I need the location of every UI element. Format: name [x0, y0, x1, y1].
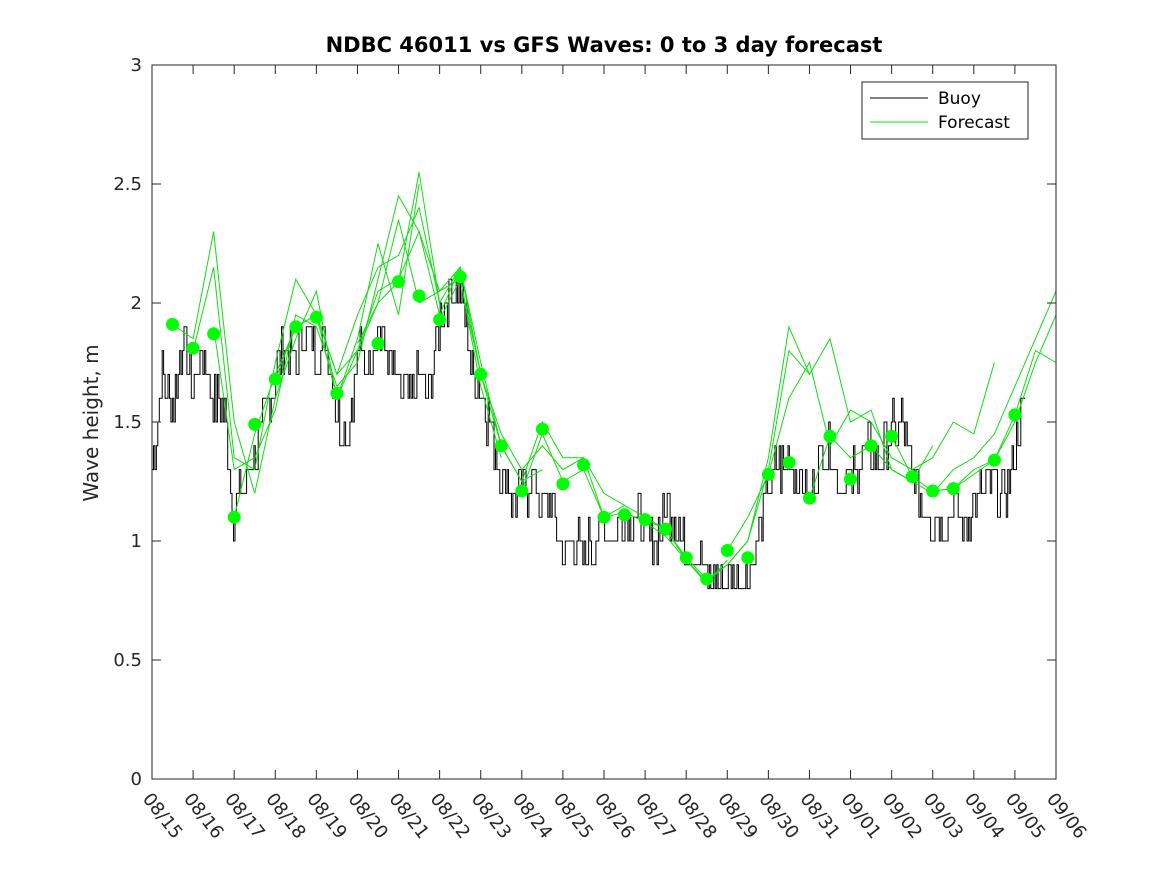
forecast-point: [823, 429, 837, 443]
chart-title: NDBC 46011 vs GFS Waves: 0 to 3 day fore…: [326, 33, 883, 57]
forecast-point: [618, 508, 631, 522]
forecast-point: [268, 372, 282, 386]
forecast-point: [453, 270, 467, 284]
forecast-point: [638, 513, 652, 527]
forecast-point: [330, 386, 344, 400]
plot-area: [152, 65, 1056, 779]
forecast-line-8: [521, 349, 810, 583]
forecast-point: [166, 317, 179, 331]
forecast-point: [987, 453, 1001, 467]
forecast-point: [494, 439, 508, 453]
y-axis: 0 0.5 1 1.5 2 2.5 3: [113, 55, 1056, 790]
forecast-point: [597, 510, 611, 524]
forecast-point: [412, 289, 426, 303]
buoy-series: [152, 278, 1026, 590]
forecast-line-12: [891, 314, 1057, 492]
forecast-point: [700, 572, 714, 586]
forecast-point: [248, 417, 262, 431]
forecast-line-5: [274, 230, 543, 483]
forecast-point: [864, 439, 878, 453]
forecast-point: [515, 484, 529, 498]
forecast-points: [166, 270, 1022, 586]
forecast-point: [679, 551, 693, 565]
legend-label-forecast: Forecast: [938, 113, 1010, 133]
forecast-point: [782, 456, 796, 469]
forecast-line-7: [439, 277, 728, 585]
forecast-point: [227, 510, 241, 524]
forecast-point: [474, 367, 488, 381]
forecast-point: [309, 310, 323, 324]
forecast-point: [761, 467, 775, 481]
y-tick-label: 0.5: [113, 650, 142, 671]
forecast-point: [844, 472, 857, 486]
forecast-point: [885, 429, 899, 443]
forecast-point: [659, 522, 673, 536]
forecast-point: [535, 422, 549, 436]
y-tick-label: 0: [131, 769, 142, 790]
forecast-point: [720, 544, 734, 557]
forecast-point: [741, 551, 755, 565]
forecast-point: [577, 458, 590, 472]
y-tick-label: 2: [131, 293, 142, 314]
forecast-point: [371, 337, 385, 350]
y-tick-label: 3: [131, 55, 142, 76]
y-axis-label: Wave height, m: [79, 344, 103, 501]
forecast-point: [946, 482, 960, 496]
forecast-point: [186, 341, 200, 355]
forecast-point: [392, 275, 405, 289]
buoy-line: [152, 278, 1026, 590]
forecast-line-1: [172, 183, 420, 494]
forecast-point: [433, 313, 447, 327]
forecast-point: [1008, 408, 1022, 422]
forecast-point: [905, 470, 919, 484]
y-tick-label: 1.5: [113, 412, 142, 433]
forecast-point: [803, 491, 816, 505]
legend-label-buoy: Buoy: [938, 89, 981, 109]
forecast-point: [289, 320, 303, 334]
legend-box: [861, 81, 1029, 140]
forecast-point: [926, 484, 940, 498]
y-tick-label: 1: [131, 531, 142, 552]
forecast-point: [556, 477, 570, 491]
y-tick-label: 2.5: [113, 174, 142, 195]
legend: Buoy Forecast: [861, 81, 1029, 140]
forecast-line-10: [726, 361, 995, 551]
forecast-point: [207, 327, 221, 341]
forecast-line-9: [644, 325, 934, 580]
